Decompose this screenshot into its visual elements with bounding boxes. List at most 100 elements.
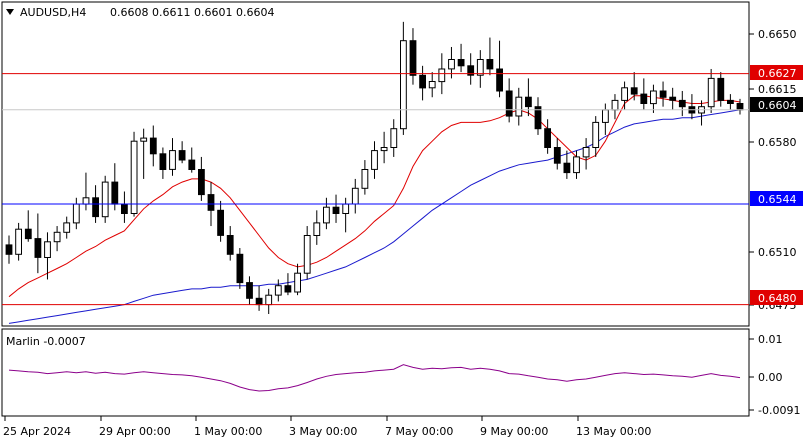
candle-body-bull [53, 231, 61, 243]
candle-body-bull [351, 187, 359, 205]
candle [178, 141, 186, 164]
price-tick: 0.6615 [758, 83, 797, 96]
candle-body-bear [525, 96, 532, 108]
candle-body-bear [236, 253, 244, 284]
candle-body-bear [111, 181, 119, 205]
candle [390, 119, 398, 157]
candle [332, 194, 340, 223]
ohlc-readout: 0.6608 0.6611 0.6601 0.6604 [110, 6, 274, 19]
indicator-panel[interactable] [1, 328, 750, 417]
candle [448, 46, 455, 79]
candle-body-bull [371, 150, 378, 170]
candle-body-bull [582, 147, 590, 158]
svg-text:0.6544: 0.6544 [758, 193, 797, 206]
candle-body-bull [476, 59, 484, 76]
candle-body-bear [457, 59, 465, 67]
candle-body-bull [265, 294, 273, 306]
time-label: 25 Apr 2024 [3, 425, 71, 438]
svg-text:0.6480: 0.6480 [758, 292, 797, 305]
candle [361, 160, 369, 195]
dropdown-icon[interactable] [6, 9, 14, 15]
candle [727, 94, 734, 110]
horizontal-levels[interactable] [2, 73, 749, 306]
candle-body-bull [313, 222, 321, 236]
candle [496, 40, 504, 98]
candle [621, 81, 629, 110]
candle-body-bull [448, 59, 455, 70]
candle-body-bear [149, 137, 157, 155]
symbol-label: AUDUSD,H4 [20, 6, 86, 19]
fast-ma-line [8, 95, 741, 298]
candle-body-bear [159, 153, 167, 171]
candle [669, 87, 677, 110]
candle-body-bull [428, 81, 436, 89]
candle-body-bear [332, 206, 340, 214]
candle [53, 226, 61, 252]
indicator-tick: 0.01 [758, 333, 783, 346]
candle [515, 87, 523, 126]
candle-body-bull [611, 99, 619, 111]
candle [24, 210, 32, 242]
candle [457, 43, 465, 73]
candle [419, 65, 427, 101]
candle-body-bull [323, 206, 330, 224]
candle-body-bull [380, 147, 388, 152]
candle-body-bear [727, 99, 734, 105]
candle-body-bear [669, 96, 677, 101]
candle [15, 222, 22, 261]
time-label: 29 Apr 00:00 [99, 425, 171, 438]
time-label: 1 May 00:00 [194, 425, 262, 438]
candle-body-bear [659, 90, 667, 98]
candle [717, 72, 725, 107]
candle-body-bull [592, 121, 600, 149]
candle-body-bear [226, 235, 234, 255]
candle [630, 72, 638, 101]
candle-body-bull [130, 140, 138, 214]
candle-body-bull [515, 96, 523, 117]
candle-body-bull [140, 137, 148, 142]
candle-body-bear [496, 68, 504, 92]
candle [159, 147, 167, 179]
candle-body-bear [630, 87, 638, 95]
time-axis: 25 Apr 2024 29 Apr 00:00 1 May 00:00 3 M… [3, 416, 651, 438]
candle-body-bull [707, 77, 715, 108]
candle [467, 53, 475, 85]
candle [544, 119, 552, 154]
candle [294, 263, 302, 296]
candle [582, 138, 590, 170]
candle-body-bear [736, 103, 744, 111]
candle-body-bear [534, 106, 542, 130]
candle-body-bear [207, 194, 215, 211]
candle [553, 138, 561, 170]
candle-body-bull [72, 203, 80, 224]
candle [130, 131, 138, 217]
candle [34, 213, 42, 274]
time-label: 3 May 00:00 [289, 425, 357, 438]
candle-body-bull [650, 90, 657, 105]
candle-body-bear [188, 159, 196, 171]
candle [274, 279, 282, 302]
candle [380, 131, 388, 164]
candle-body-bear [284, 285, 292, 293]
candle [534, 97, 542, 135]
slow-ma-line [8, 109, 741, 324]
candle-body-bear [92, 197, 99, 218]
time-label: 13 May 00:00 [576, 425, 651, 438]
candle-body-bear [553, 147, 561, 164]
candle-body-bear [217, 209, 224, 236]
candle-body-bull [621, 87, 629, 101]
candle-body-bear [5, 244, 13, 255]
level-tag-0480: 0.6480 [750, 290, 803, 305]
price-tick: 0.6510 [758, 246, 797, 259]
price-axis: 0.6650 0.6615 0.6580 0.6510 0.6475 [749, 28, 797, 312]
candle [236, 248, 244, 289]
candle [169, 138, 176, 176]
indicator-label: Marlin -0.0007 [6, 335, 86, 348]
candle-body-bull [294, 272, 302, 293]
candle-body-bear [34, 238, 42, 258]
candle-body-bull [438, 68, 446, 83]
candle-body-bull [63, 222, 71, 233]
candle [246, 276, 253, 305]
candle-body-bear [544, 128, 552, 148]
